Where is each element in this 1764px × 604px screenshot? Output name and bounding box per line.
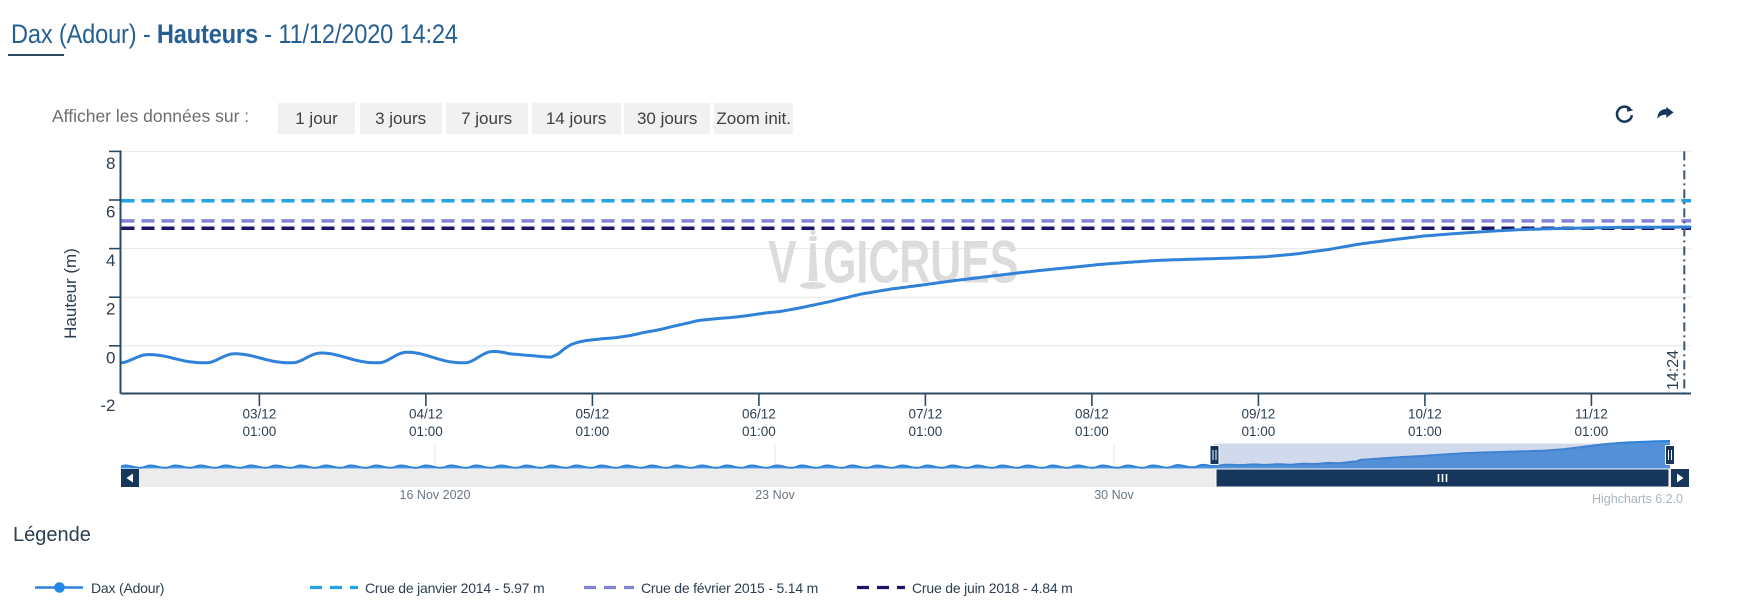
svg-text:-2: -2 <box>100 396 115 415</box>
svg-text:4: 4 <box>106 251 115 270</box>
svg-text:01:00: 01:00 <box>409 424 443 439</box>
svg-text:01:00: 01:00 <box>1408 424 1442 439</box>
svg-text:14:24: 14:24 <box>1665 350 1682 390</box>
svg-text:01:00: 01:00 <box>1075 424 1109 439</box>
svg-text:16 Nov 2020: 16 Nov 2020 <box>400 488 471 502</box>
svg-text:04/12: 04/12 <box>409 407 443 422</box>
svg-text:30 Nov: 30 Nov <box>1094 488 1134 502</box>
svg-text:01:00: 01:00 <box>742 424 776 439</box>
svg-text:01:00: 01:00 <box>1242 424 1276 439</box>
svg-text:07/12: 07/12 <box>909 407 943 422</box>
svg-text:01:00: 01:00 <box>909 424 943 439</box>
svg-text:01:00: 01:00 <box>1575 424 1609 439</box>
svg-text:0: 0 <box>106 348 115 367</box>
svg-text:08/12: 08/12 <box>1075 407 1109 422</box>
svg-text:05/12: 05/12 <box>576 407 610 422</box>
svg-text:23 Nov: 23 Nov <box>755 488 795 502</box>
svg-text:03/12: 03/12 <box>243 407 277 422</box>
svg-text:09/12: 09/12 <box>1242 407 1276 422</box>
svg-text:V: V <box>768 230 797 297</box>
svg-text:6: 6 <box>106 203 115 222</box>
svg-text:01:00: 01:00 <box>243 424 277 439</box>
svg-text:06/12: 06/12 <box>742 407 776 422</box>
svg-text:Highcharts 6.2.0: Highcharts 6.2.0 <box>1592 492 1683 506</box>
svg-text:8: 8 <box>106 154 115 173</box>
svg-text:2: 2 <box>106 300 115 319</box>
svg-text:Hauteur (m): Hauteur (m) <box>61 248 80 339</box>
svg-text:11/12: 11/12 <box>1575 407 1608 422</box>
svg-text:01:00: 01:00 <box>576 424 610 439</box>
svg-text:10/12: 10/12 <box>1408 407 1442 422</box>
